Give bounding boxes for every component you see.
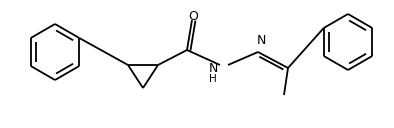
Text: N: N [208, 61, 218, 74]
Text: N: N [256, 34, 266, 46]
Text: O: O [188, 10, 198, 23]
Text: H: H [209, 74, 217, 84]
